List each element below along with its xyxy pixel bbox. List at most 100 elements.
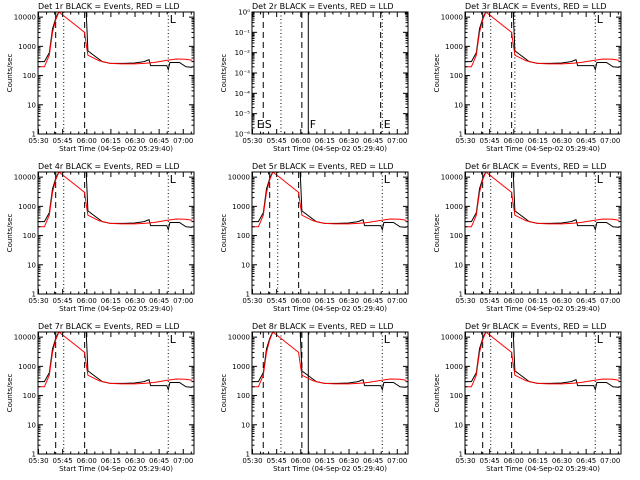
x-tick-label: 05:30	[455, 137, 475, 145]
x-axis-title: Start Time (04-Sep-02 05:29:40)	[59, 465, 173, 473]
x-tick-label: 05:45	[480, 297, 500, 305]
y-tick-label: 10	[27, 421, 36, 429]
y-tick-label: 10⁻⁶	[235, 131, 251, 139]
y-tick-label: 100	[23, 392, 36, 400]
x-tick-label: 05:30	[242, 457, 262, 465]
y-tick-label: 1000	[18, 203, 36, 211]
y-tick-label: 1	[32, 131, 36, 139]
x-tick-label: 05:45	[480, 137, 500, 145]
x-tick-label: 06:45	[149, 457, 169, 465]
y-tick-label: 10000	[441, 334, 463, 342]
y-tick-label: 10⁻³	[235, 70, 251, 78]
y-tick-label: 100	[23, 72, 36, 80]
x-axis-title: Start Time (04-Sep-02 05:29:40)	[486, 145, 600, 153]
x-tick-label: 06:45	[149, 297, 169, 305]
x-tick-label: 06:30	[552, 137, 572, 145]
x-tick-label: 06:00	[77, 457, 97, 465]
detector-panel-9: Det 9r BLACK = Events, RED = LLD L 1 10 100 1…	[433, 322, 622, 473]
x-tick-label: 06:30	[125, 457, 145, 465]
x-tick-label: 06:15	[101, 457, 121, 465]
y-tick-label: 10	[241, 421, 250, 429]
plot-frame	[464, 331, 622, 455]
x-tick-label: 07:00	[173, 137, 193, 145]
x-tick-label: 07:00	[173, 297, 193, 305]
y-tick-label: 1	[459, 131, 463, 139]
x-tick-label: 06:15	[315, 137, 335, 145]
y-tick-label: 100	[450, 392, 463, 400]
x-tick-label: 05:30	[28, 137, 48, 145]
y-tick-label: 10	[27, 261, 36, 269]
detector-panel-7: Det 7r BLACK = Events, RED = LLD L 1 10 100 1…	[6, 322, 195, 473]
x-tick-label: 05:45	[480, 457, 500, 465]
segment-marker-label: L	[170, 173, 177, 186]
x-tick-label: 05:30	[455, 297, 475, 305]
y-tick-label: 10⁻⁵	[235, 110, 251, 118]
x-tick-label: 06:00	[77, 137, 97, 145]
x-tick-label: 05:45	[53, 137, 73, 145]
x-tick-label: 06:15	[528, 457, 548, 465]
x-axis-title: Start Time (04-Sep-02 05:29:40)	[59, 305, 173, 313]
x-tick-label: 06:00	[504, 137, 524, 145]
y-tick-label: 1000	[18, 363, 36, 371]
detector-panel-5: Det 5r BLACK = Events, RED = LLD L 1 10 100 1…	[220, 162, 409, 313]
x-tick-label: 06:15	[101, 137, 121, 145]
y-tick-label: 10000	[228, 174, 250, 182]
y-tick-label: 10⁻⁴	[235, 90, 251, 98]
x-tick-label: 06:45	[363, 297, 383, 305]
x-axis-title: Start Time (04-Sep-02 05:29:40)	[486, 305, 600, 313]
segment-marker-label: E	[384, 118, 391, 131]
x-tick-label: 06:00	[291, 297, 311, 305]
segment-marker-label: L	[597, 173, 604, 186]
y-tick-label: 100	[450, 72, 463, 80]
segment-marker-label: F	[310, 118, 316, 131]
y-tick-label: 100	[450, 232, 463, 240]
x-tick-label: 05:30	[455, 457, 475, 465]
y-tick-label: 10	[27, 101, 36, 109]
y-tick-label: 10⁻²	[235, 49, 251, 57]
x-tick-label: 07:00	[600, 457, 620, 465]
detector-panel-4: Det 4r BLACK = Events, RED = LLD L 1 10 100 1…	[6, 162, 195, 313]
x-tick-label: 06:45	[149, 137, 169, 145]
y-tick-label: 10000	[14, 14, 36, 22]
y-tick-label: 100	[237, 392, 250, 400]
x-tick-label: 05:30	[242, 297, 262, 305]
segment-marker-label: E	[257, 118, 264, 131]
segment-marker-label: L	[597, 13, 604, 26]
panel-title: Det 5r BLACK = Events, RED = LLD	[252, 162, 394, 171]
y-tick-label: 10⁰	[238, 9, 250, 17]
x-tick-label: 06:00	[504, 457, 524, 465]
y-tick-label: 10⁻¹	[235, 29, 251, 37]
y-tick-label: 10000	[228, 334, 250, 342]
y-tick-label: 10000	[14, 334, 36, 342]
x-tick-label: 06:15	[528, 297, 548, 305]
plot-frame	[251, 171, 409, 295]
y-tick-label: 10	[454, 261, 463, 269]
y-axis-title: Counts/sec	[6, 374, 14, 413]
segment-marker-label: S	[265, 118, 272, 131]
x-tick-label: 05:45	[267, 137, 287, 145]
lld-series-line	[38, 332, 193, 388]
y-axis-title: Counts/sec	[220, 54, 228, 93]
x-tick-label: 06:30	[125, 137, 145, 145]
y-tick-label: 1000	[232, 363, 250, 371]
y-tick-label: 1000	[445, 203, 463, 211]
plot-frame	[464, 11, 622, 135]
x-tick-label: 06:45	[363, 457, 383, 465]
x-tick-label: 06:30	[339, 457, 359, 465]
panel-title: Det 3r BLACK = Events, RED = LLD	[465, 2, 607, 11]
x-axis-title: Start Time (04-Sep-02 05:29:40)	[273, 305, 387, 313]
plot-frame	[37, 11, 195, 135]
x-tick-label: 07:00	[600, 137, 620, 145]
x-tick-label: 06:30	[339, 297, 359, 305]
x-tick-label: 05:30	[28, 297, 48, 305]
detector-panel-6: Det 6r BLACK = Events, RED = LLD L 1 10 100 1…	[433, 162, 622, 313]
y-tick-label: 1000	[18, 43, 36, 51]
y-tick-label: 1	[32, 291, 36, 299]
x-tick-label: 06:15	[315, 297, 335, 305]
detector-panel-8: Det 8r BLACK = Events, RED = LLD L 1 10 100 1…	[220, 322, 409, 473]
detector-panel-3: Det 3r BLACK = Events, RED = LLD L 1 10 100 1…	[433, 2, 622, 153]
y-axis-title: Counts/sec	[433, 214, 441, 253]
y-axis-title: Counts/sec	[433, 374, 441, 413]
x-tick-label: 06:30	[125, 297, 145, 305]
x-tick-label: 06:15	[315, 457, 335, 465]
